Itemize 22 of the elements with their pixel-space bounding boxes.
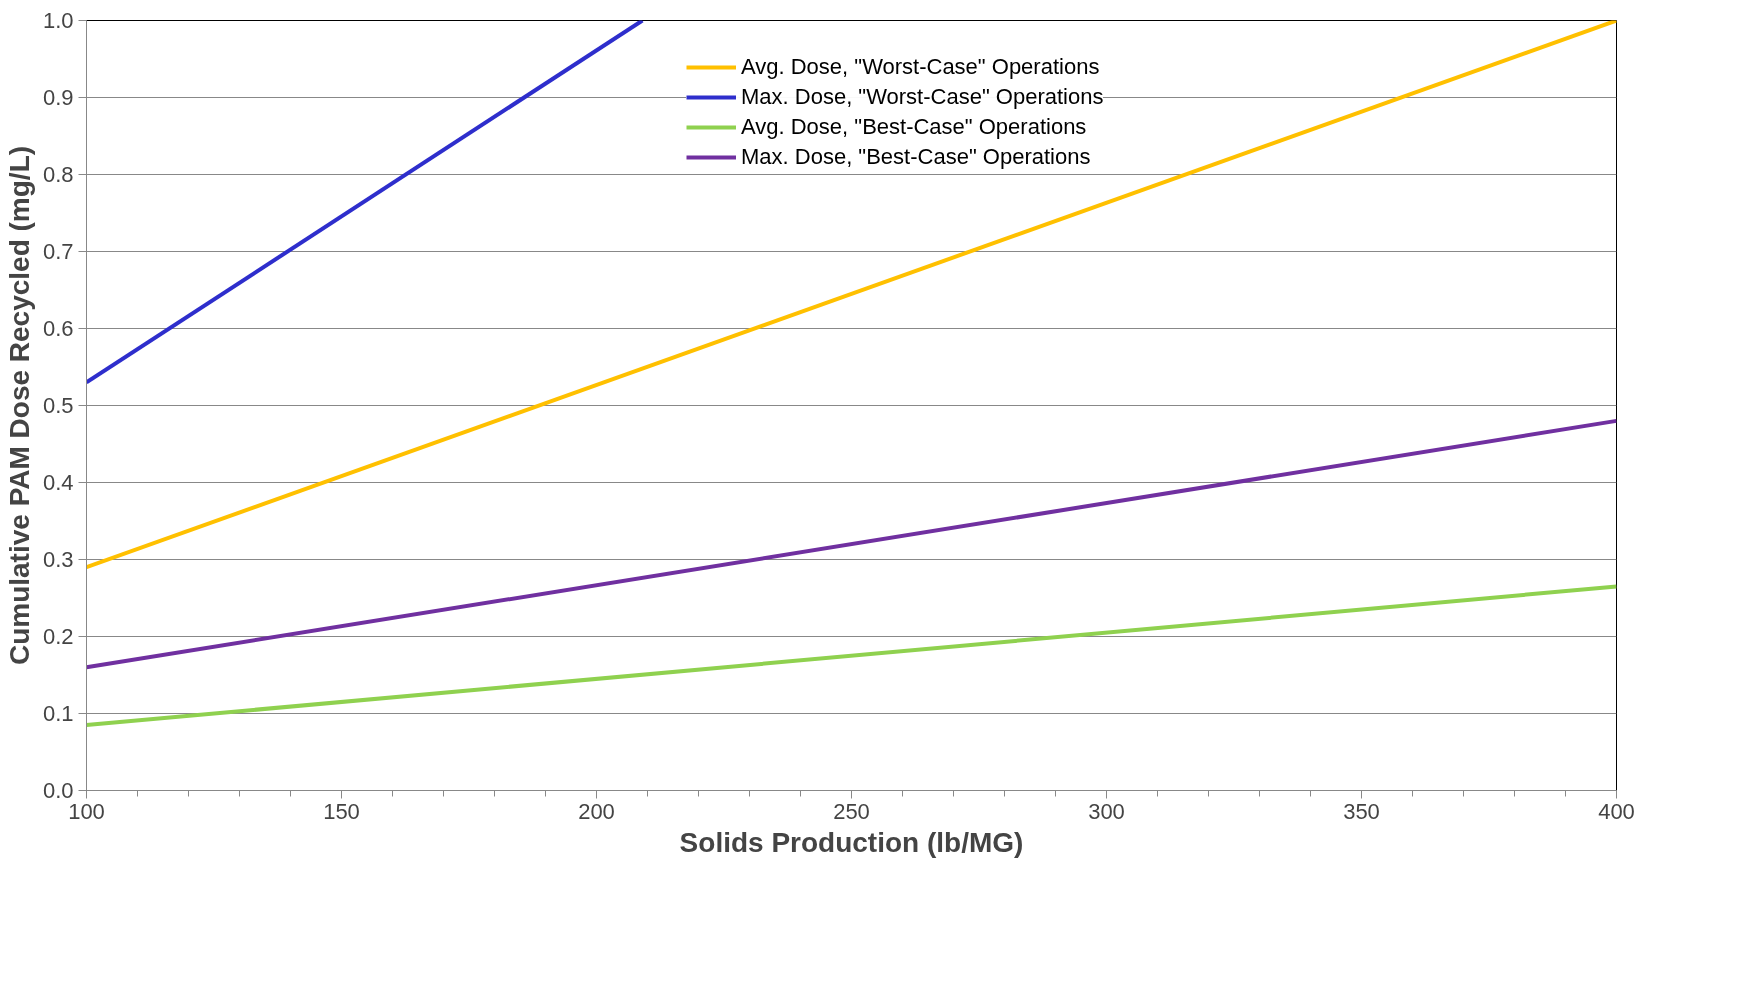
x-tick-label: 150 xyxy=(323,798,360,824)
x-axis-title: Solids Production (lb/MG) xyxy=(679,826,1024,858)
y-tick-label: 0.9 xyxy=(42,85,74,110)
y-tick-label: 0.6 xyxy=(42,316,74,341)
legend-label: Avg. Dose, "Worst-Case" Operations xyxy=(741,54,1100,80)
y-tick-label: 0.2 xyxy=(42,624,74,649)
y-tick-label: 0.3 xyxy=(42,547,74,572)
x-tick-label: 200 xyxy=(578,798,615,824)
y-tick-label: 0.1 xyxy=(42,701,74,726)
x-tick-label: 350 xyxy=(1343,798,1380,824)
x-tick-label: 300 xyxy=(1088,798,1125,824)
legend-label: Max. Dose, "Best-Case" Operations xyxy=(741,144,1091,170)
x-tick-label: 400 xyxy=(1598,798,1635,824)
legend-label: Max. Dose, "Worst-Case" Operations xyxy=(741,84,1104,110)
y-tick-label: 1.0 xyxy=(42,8,74,33)
y-tick-label: 0.7 xyxy=(42,239,74,264)
y-tick-label: 0.4 xyxy=(42,470,74,495)
x-tick-label: 250 xyxy=(833,798,870,824)
y-tick-label: 0.8 xyxy=(42,162,74,187)
y-tick-label: 0.5 xyxy=(42,393,74,418)
y-axis-title: Cumulative PAM Dose Recycled (mg/L) xyxy=(3,145,35,666)
legend-label: Avg. Dose, "Best-Case" Operations xyxy=(741,114,1087,140)
